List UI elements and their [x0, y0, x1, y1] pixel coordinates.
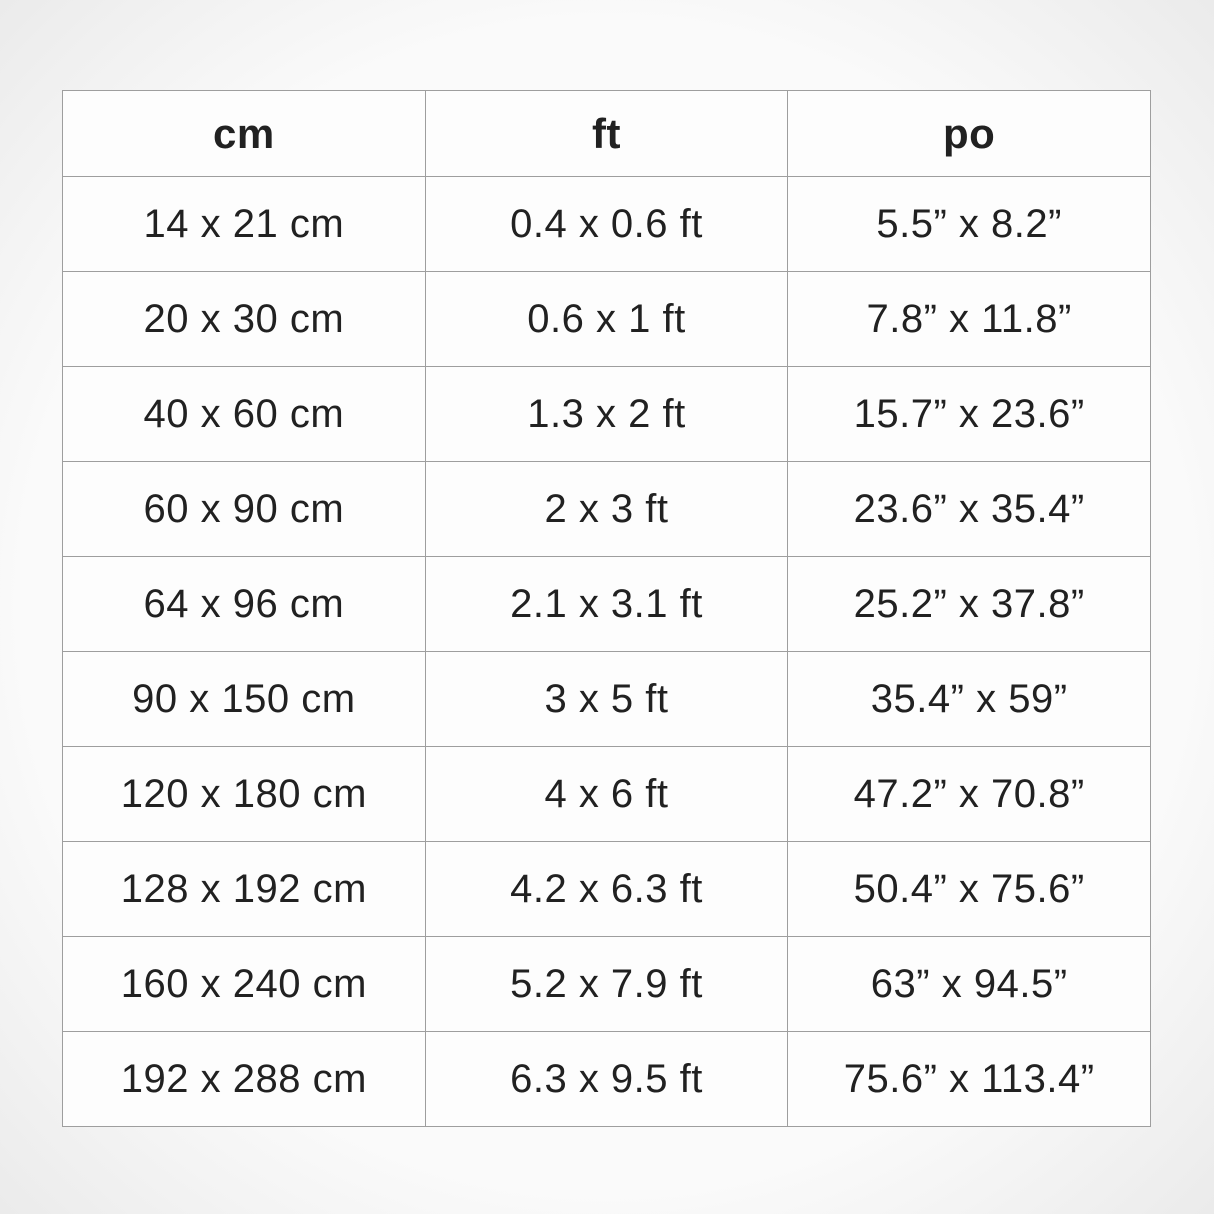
table-row: 192 x 288 cm 6.3 x 9.5 ft 75.6” x 113.4” — [62, 1031, 1151, 1127]
cell-po: 50.4” x 75.6” — [787, 841, 1151, 937]
cell-ft: 4.2 x 6.3 ft — [424, 841, 789, 937]
cell-ft: 3 x 5 ft — [424, 651, 789, 747]
cell-cm: 90 x 150 cm — [62, 651, 426, 747]
cell-po: 15.7” x 23.6” — [787, 366, 1151, 462]
cell-po: 23.6” x 35.4” — [787, 461, 1151, 557]
cell-ft: 0.4 x 0.6 ft — [424, 176, 789, 272]
cell-ft: 0.6 x 1 ft — [424, 271, 789, 367]
cell-cm: 20 x 30 cm — [62, 271, 426, 367]
cell-cm: 160 x 240 cm — [62, 936, 426, 1032]
cell-cm: 60 x 90 cm — [62, 461, 426, 557]
cell-po: 35.4” x 59” — [787, 651, 1151, 747]
cell-ft: 6.3 x 9.5 ft — [424, 1031, 789, 1127]
table-row: 14 x 21 cm 0.4 x 0.6 ft 5.5” x 8.2” — [62, 176, 1151, 272]
header-row: cm ft po — [62, 90, 1151, 177]
table-row: 60 x 90 cm 2 x 3 ft 23.6” x 35.4” — [62, 461, 1151, 557]
cell-po: 25.2” x 37.8” — [787, 556, 1151, 652]
table-row: 64 x 96 cm 2.1 x 3.1 ft 25.2” x 37.8” — [62, 556, 1151, 652]
table-row: 20 x 30 cm 0.6 x 1 ft 7.8” x 11.8” — [62, 271, 1151, 367]
cell-cm: 14 x 21 cm — [62, 176, 426, 272]
cell-cm: 120 x 180 cm — [62, 746, 426, 842]
cell-cm: 192 x 288 cm — [62, 1031, 426, 1127]
cell-po: 7.8” x 11.8” — [787, 271, 1151, 367]
cell-cm: 64 x 96 cm — [62, 556, 426, 652]
cell-cm: 40 x 60 cm — [62, 366, 426, 462]
table-row: 90 x 150 cm 3 x 5 ft 35.4” x 59” — [62, 651, 1151, 747]
cell-ft: 2 x 3 ft — [424, 461, 789, 557]
cell-cm: 128 x 192 cm — [62, 841, 426, 937]
table-body: 14 x 21 cm 0.4 x 0.6 ft 5.5” x 8.2” 20 x… — [62, 176, 1151, 1127]
table-row: 128 x 192 cm 4.2 x 6.3 ft 50.4” x 75.6” — [62, 841, 1151, 937]
table-row: 160 x 240 cm 5.2 x 7.9 ft 63” x 94.5” — [62, 936, 1151, 1032]
cell-ft: 4 x 6 ft — [424, 746, 789, 842]
cell-ft: 5.2 x 7.9 ft — [424, 936, 789, 1032]
cell-po: 5.5” x 8.2” — [787, 176, 1151, 272]
table-header: cm ft po — [62, 90, 1151, 177]
cell-ft: 1.3 x 2 ft — [424, 366, 789, 462]
table-row: 120 x 180 cm 4 x 6 ft 47.2” x 70.8” — [62, 746, 1151, 842]
column-header-ft: ft — [424, 90, 789, 177]
column-header-po: po — [787, 90, 1151, 177]
column-header-cm: cm — [62, 90, 426, 177]
size-conversion-table: cm ft po 14 x 21 cm 0.4 x 0.6 ft 5.5” x … — [62, 90, 1151, 1127]
table-row: 40 x 60 cm 1.3 x 2 ft 15.7” x 23.6” — [62, 366, 1151, 462]
cell-ft: 2.1 x 3.1 ft — [424, 556, 789, 652]
cell-po: 75.6” x 113.4” — [787, 1031, 1151, 1127]
cell-po: 63” x 94.5” — [787, 936, 1151, 1032]
cell-po: 47.2” x 70.8” — [787, 746, 1151, 842]
